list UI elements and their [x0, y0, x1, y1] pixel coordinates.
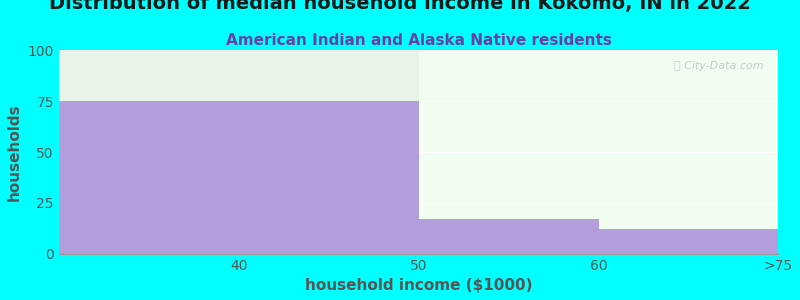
- Bar: [418, 50, 800, 254]
- Bar: [58, 50, 418, 254]
- Bar: [418, 219, 598, 254]
- Y-axis label: households: households: [7, 103, 22, 201]
- Text: Ⓢ City-Data.com: Ⓢ City-Data.com: [674, 61, 764, 70]
- X-axis label: household income ($1000): household income ($1000): [305, 278, 532, 293]
- Title: American Indian and Alaska Native residents: American Indian and Alaska Native reside…: [226, 33, 611, 48]
- Text: Distribution of median household income in Kokomo, IN in 2022: Distribution of median household income …: [49, 0, 751, 13]
- Bar: [598, 229, 778, 254]
- Bar: [58, 101, 418, 254]
